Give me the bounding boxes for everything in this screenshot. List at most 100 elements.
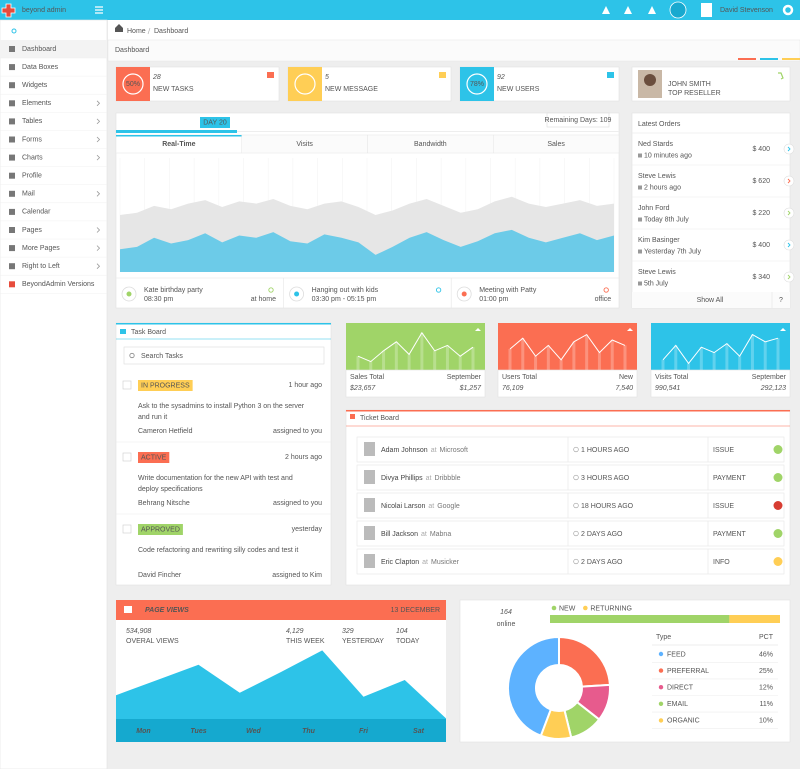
header-icon[interactable] bbox=[648, 6, 656, 14]
task-checkbox[interactable] bbox=[122, 524, 132, 534]
search-box[interactable] bbox=[123, 346, 325, 365]
mini-chart-caret bbox=[627, 328, 633, 331]
sidebar-item[interactable]: Calendar bbox=[22, 209, 51, 216]
ticket-at: at bbox=[422, 559, 428, 566]
bar-segment bbox=[729, 615, 780, 623]
sidebar-item[interactable]: Widgets bbox=[22, 82, 48, 89]
day-tag-label: DAY 20 bbox=[203, 119, 227, 126]
event-title: Meeting with Patty bbox=[479, 287, 537, 294]
order-arrow bbox=[783, 271, 795, 283]
type-label: FEED bbox=[667, 651, 686, 658]
task-status: ACTIVE bbox=[141, 454, 167, 461]
tab-label[interactable]: Visits bbox=[296, 141, 313, 148]
event-time: 03:30 pm - 05:15 pm bbox=[312, 296, 377, 303]
sidebar-item[interactable]: Elements bbox=[22, 100, 52, 107]
help[interactable]: ? bbox=[779, 297, 783, 304]
sidebar-icon bbox=[9, 208, 15, 215]
event-time: 01:00 pm bbox=[479, 296, 508, 303]
mini-chart-bg bbox=[651, 323, 790, 370]
type-label: EMAIL bbox=[667, 701, 688, 708]
progress-track bbox=[116, 131, 619, 132]
sidebar-item[interactable]: Tables bbox=[22, 118, 43, 125]
mini-total: 990,541 bbox=[655, 385, 680, 392]
sidebar-icon bbox=[9, 263, 15, 270]
mini-total: $23,657 bbox=[349, 385, 376, 392]
sidebar-item[interactable]: BeyondAdmin Versions bbox=[22, 281, 95, 288]
breadcrumb-link[interactable]: Home bbox=[127, 28, 146, 35]
sidebar-item[interactable]: Data Boxes bbox=[22, 64, 59, 71]
profile-head bbox=[644, 74, 656, 86]
time-icon bbox=[638, 281, 642, 286]
clock-icon bbox=[573, 502, 579, 509]
event-icon-dot bbox=[294, 291, 300, 297]
event-icon-dot bbox=[461, 291, 467, 297]
search-icon bbox=[11, 28, 17, 34]
task-author[interactable]: David Fincher bbox=[138, 572, 182, 579]
profile-name: JOHN SMITH bbox=[668, 81, 711, 88]
legend-dot bbox=[583, 605, 588, 611]
settings-button bbox=[782, 4, 794, 16]
day-tag bbox=[200, 117, 230, 128]
sidebar-item[interactable]: Profile bbox=[22, 173, 42, 180]
chevron bbox=[96, 154, 101, 161]
task-author[interactable]: Behrang Nitsche bbox=[138, 500, 190, 507]
mini-chart-footer bbox=[497, 369, 638, 398]
sidebar-item[interactable]: Dashboard bbox=[22, 46, 56, 53]
sidebar-icon bbox=[9, 227, 15, 233]
task-board-icon bbox=[120, 329, 126, 334]
sidebar-icon bbox=[9, 46, 15, 52]
order-name: Steve Lewis bbox=[638, 269, 676, 276]
sidebar-item[interactable]: Pages bbox=[22, 227, 42, 234]
sidebar-item[interactable]: More Pages bbox=[22, 245, 60, 252]
sidebar-item[interactable]: Forms bbox=[22, 136, 42, 143]
header-icon[interactable] bbox=[624, 6, 632, 14]
ticket-time: 3 HOURS AGO bbox=[581, 475, 630, 482]
event-icon bbox=[456, 286, 472, 302]
stat-badge bbox=[288, 67, 322, 101]
header-icon[interactable] bbox=[602, 6, 610, 14]
tab-active-top bbox=[116, 135, 242, 137]
sidebar-icon bbox=[9, 136, 15, 143]
task-author[interactable]: Cameron Hetfield bbox=[138, 428, 193, 435]
sidebar-item[interactable]: Right to Left bbox=[22, 263, 60, 270]
ticket-company: Mabna bbox=[430, 531, 452, 538]
ticket-person: Bill Jackson at Mabna bbox=[381, 531, 451, 538]
tab-label[interactable]: Sales bbox=[547, 141, 565, 148]
ticket-type: PAYMENT bbox=[713, 531, 747, 538]
stat-ring bbox=[466, 73, 488, 95]
ticket-avatar bbox=[364, 442, 375, 456]
mini-chart-line bbox=[357, 331, 474, 363]
menu-toggle[interactable] bbox=[95, 6, 103, 14]
breadcrumb-sep bbox=[147, 27, 151, 35]
sidebar-item[interactable]: Charts bbox=[22, 154, 43, 161]
donut-segment bbox=[507, 635, 560, 737]
ticket-status bbox=[773, 529, 783, 538]
task-checkbox[interactable] bbox=[122, 380, 132, 390]
pv-stat-label: OVERAL VIEWS bbox=[126, 638, 179, 645]
day-label: Fri bbox=[359, 728, 369, 735]
stat-badge bbox=[460, 67, 494, 101]
tab[interactable] bbox=[493, 134, 620, 154]
user-name[interactable]: David Stevenson bbox=[720, 7, 773, 14]
order-name: Kim Basinger bbox=[638, 237, 680, 244]
pv-stat-label: TODAY bbox=[396, 638, 420, 645]
stat-icon bbox=[607, 72, 614, 78]
sidebar-icon bbox=[9, 64, 15, 71]
stat-percent: 78% bbox=[470, 81, 484, 88]
ticket-status bbox=[773, 445, 783, 454]
show-all[interactable]: Show All bbox=[697, 297, 724, 304]
order-arrow-chevron bbox=[787, 242, 791, 248]
online-count: 164 bbox=[500, 609, 512, 616]
mini-sub: $1,257 bbox=[459, 385, 483, 392]
event-place: at home bbox=[251, 296, 276, 303]
stat-ring bbox=[294, 73, 316, 95]
pv-stat-label: YESTERDAY bbox=[342, 638, 384, 645]
task-checkbox[interactable] bbox=[122, 452, 132, 462]
sidebar-item[interactable]: Mail bbox=[22, 191, 35, 198]
tab-label[interactable]: Real-Time bbox=[162, 141, 195, 148]
tab-label[interactable]: Bandwidth bbox=[414, 141, 447, 148]
profile-role: TOP RESELLER bbox=[668, 90, 721, 97]
ticket-board-title: Ticket Board bbox=[360, 415, 399, 422]
ticket-company: Google bbox=[437, 503, 460, 510]
